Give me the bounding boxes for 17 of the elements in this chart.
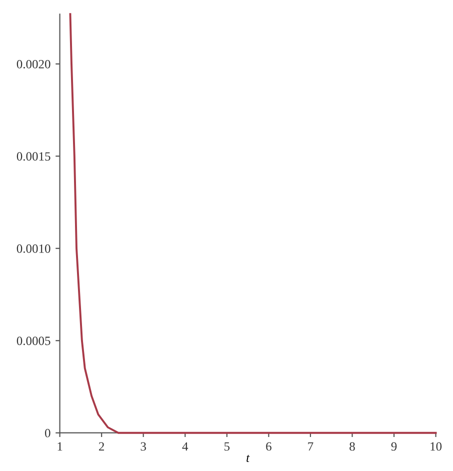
x-tick-label: 9 xyxy=(391,442,397,451)
x-tick-label: 2 xyxy=(98,442,104,451)
y-tick-label: 0.0015 xyxy=(16,152,50,161)
x-tick-label: 1 xyxy=(58,442,62,451)
x-tick-label: 3 xyxy=(140,442,146,451)
x-tick-label: 6 xyxy=(266,442,272,451)
x-tick-label: 4 xyxy=(182,442,188,451)
y-tick-label: 0.0005 xyxy=(16,336,50,346)
line-series xyxy=(69,13,437,434)
x-tick-label: 10 xyxy=(430,442,442,451)
y-tick-label: 0.0010 xyxy=(16,244,50,253)
x-tick-label: 5 xyxy=(224,442,230,451)
x-tick-label: 7 xyxy=(308,442,314,451)
x-axis-title: t xyxy=(246,454,250,462)
x-tick-label: 8 xyxy=(350,442,355,451)
y-tick-label: 0.0020 xyxy=(16,60,50,68)
y-tick-label: 0 xyxy=(44,428,50,438)
